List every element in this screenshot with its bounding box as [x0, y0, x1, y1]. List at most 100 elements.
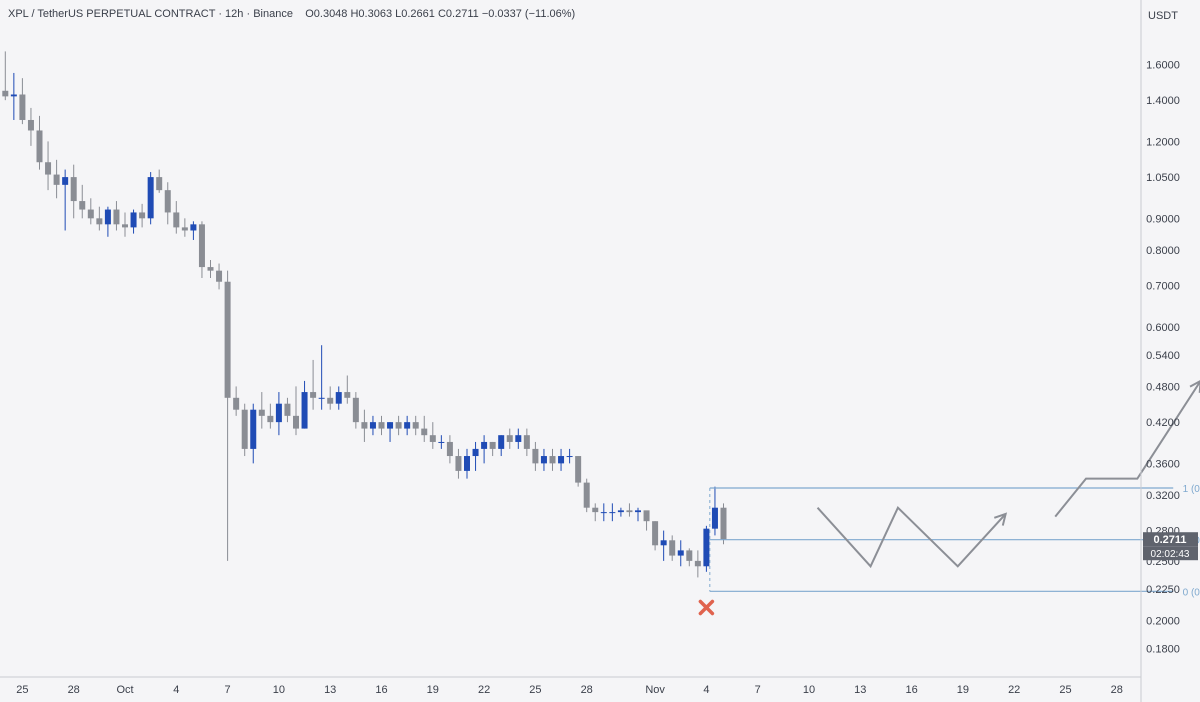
- candle[interactable]: [45, 141, 52, 191]
- candle[interactable]: [327, 386, 334, 410]
- candle-body-down: [626, 510, 633, 513]
- exchange-label: Binance: [253, 8, 293, 20]
- candle[interactable]: [498, 435, 505, 457]
- candle[interactable]: [429, 422, 436, 449]
- candle[interactable]: [481, 435, 488, 464]
- candle[interactable]: [79, 184, 86, 219]
- candle-body-down: [207, 267, 214, 271]
- candle[interactable]: [438, 435, 445, 449]
- candle[interactable]: [27, 107, 34, 146]
- candle[interactable]: [335, 386, 342, 410]
- candle[interactable]: [455, 448, 462, 479]
- time-tick-label: Nov: [645, 684, 665, 696]
- candle[interactable]: [36, 115, 43, 170]
- candle[interactable]: [694, 550, 701, 578]
- projection-zigzag[interactable]: [816, 505, 1007, 569]
- candle[interactable]: [241, 403, 248, 457]
- candle[interactable]: [617, 507, 624, 517]
- projection-arrow[interactable]: [1054, 380, 1200, 518]
- candle[interactable]: [378, 415, 385, 436]
- candle[interactable]: [62, 169, 69, 231]
- candle[interactable]: [156, 169, 163, 193]
- candle[interactable]: [669, 535, 676, 561]
- candle[interactable]: [96, 206, 103, 231]
- candle[interactable]: [198, 221, 205, 278]
- candle[interactable]: [515, 428, 522, 449]
- candle[interactable]: [566, 448, 573, 464]
- candle[interactable]: [19, 78, 26, 125]
- candle[interactable]: [130, 209, 137, 234]
- candle[interactable]: [600, 503, 607, 522]
- candle[interactable]: [284, 397, 291, 423]
- candle[interactable]: [53, 159, 60, 199]
- candle[interactable]: [207, 260, 214, 278]
- symbol-label[interactable]: XPL: [8, 8, 29, 20]
- candle[interactable]: [558, 448, 565, 471]
- candle[interactable]: [446, 435, 453, 464]
- candle[interactable]: [464, 448, 470, 479]
- candle[interactable]: [677, 540, 684, 567]
- candle-body-up: [540, 456, 547, 464]
- candle[interactable]: [113, 201, 120, 231]
- candle[interactable]: [412, 415, 419, 436]
- candle[interactable]: [592, 503, 599, 522]
- candle[interactable]: [583, 478, 590, 513]
- candle[interactable]: [643, 510, 650, 531]
- candle[interactable]: [190, 221, 197, 240]
- candle[interactable]: [609, 503, 616, 522]
- candle[interactable]: [575, 456, 582, 487]
- candle[interactable]: [173, 201, 180, 234]
- candle[interactable]: [711, 486, 718, 536]
- candle[interactable]: [10, 72, 17, 120]
- candle[interactable]: [361, 409, 368, 442]
- candle[interactable]: [122, 212, 128, 237]
- candle[interactable]: [523, 428, 530, 457]
- candle[interactable]: [506, 428, 513, 449]
- candle[interactable]: [635, 507, 641, 522]
- candle[interactable]: [216, 263, 223, 290]
- time-axis[interactable]: 25 28 Oct 4 7 10 13 16 19 22 25 28 Nov 4 7 10 13 16 19 22 25…: [0, 676, 1141, 696]
- candle[interactable]: [267, 403, 274, 429]
- candle[interactable]: [626, 503, 633, 517]
- candle[interactable]: [404, 415, 411, 436]
- candle[interactable]: [293, 386, 299, 436]
- candle[interactable]: [489, 441, 496, 457]
- candle[interactable]: [70, 164, 77, 219]
- currency-label[interactable]: USDT: [1148, 10, 1178, 22]
- interval-label[interactable]: 12h: [225, 8, 244, 20]
- candle[interactable]: [104, 206, 111, 237]
- time-tick-label: 4: [173, 684, 179, 696]
- price-axis[interactable]: USDT 1.6000 1.4000 1.2000 1.0500 0.9000 0.800…: [1140, 0, 1180, 702]
- candle[interactable]: [250, 403, 257, 464]
- candle[interactable]: [2, 51, 9, 101]
- candle[interactable]: [532, 441, 539, 471]
- candle[interactable]: [233, 386, 240, 416]
- candle[interactable]: [310, 359, 317, 410]
- candle[interactable]: [87, 198, 94, 225]
- candle-body-down: [53, 174, 60, 185]
- candle[interactable]: [395, 415, 402, 436]
- candle[interactable]: [549, 448, 556, 471]
- candle[interactable]: [224, 270, 231, 561]
- candle[interactable]: [275, 392, 282, 436]
- candle[interactable]: [660, 530, 667, 561]
- candle[interactable]: [147, 172, 154, 225]
- candle[interactable]: [139, 203, 146, 228]
- candle[interactable]: [686, 548, 693, 567]
- candle[interactable]: [344, 375, 351, 404]
- candle[interactable]: [164, 182, 171, 225]
- candle[interactable]: [720, 503, 727, 545]
- candle[interactable]: [369, 415, 376, 436]
- candle[interactable]: [652, 521, 659, 551]
- candle[interactable]: [352, 392, 359, 429]
- candle[interactable]: [258, 392, 265, 429]
- candle[interactable]: [301, 380, 308, 429]
- candle[interactable]: [181, 218, 188, 237]
- candle[interactable]: [703, 525, 710, 572]
- candle[interactable]: [318, 345, 325, 410]
- candle[interactable]: [421, 415, 428, 442]
- candle[interactable]: [540, 448, 547, 471]
- candle[interactable]: [387, 422, 394, 442]
- candle[interactable]: [472, 441, 479, 471]
